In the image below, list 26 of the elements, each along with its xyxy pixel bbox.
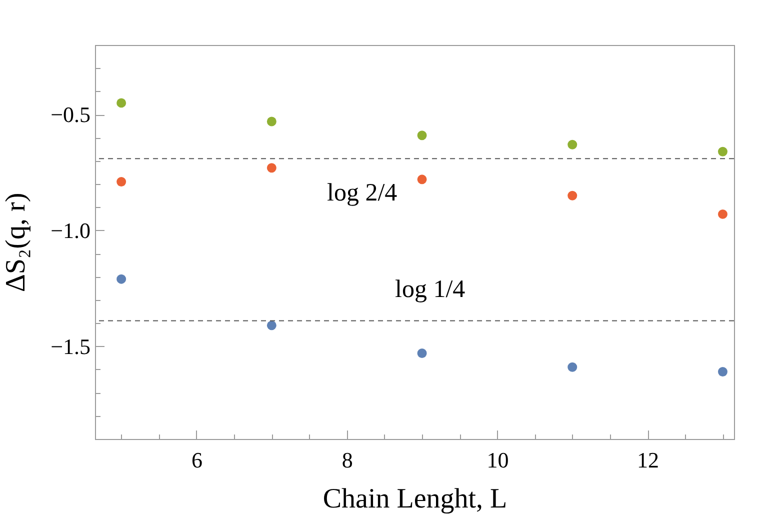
point [568,190,578,200]
point [718,367,728,377]
point [718,146,728,156]
point [116,98,126,108]
point [417,130,427,140]
ref-line-label: log 2/4 [327,180,398,207]
x-axis-title: Chain Lenght, L [322,484,508,514]
point [417,174,427,184]
point [266,163,276,173]
point [116,274,126,284]
x-tick-label: 8 [342,448,353,472]
point [568,140,578,150]
x-tick-label: 12 [637,448,660,472]
point [718,209,728,219]
x-tick-label: 10 [486,448,509,472]
y-tick-label: −1.5 [50,334,90,359]
point [568,362,578,372]
point [266,116,276,126]
ref-line-label: log 1/4 [395,276,466,303]
point [116,177,126,186]
point [417,348,427,358]
x-tick-label: 6 [191,448,202,472]
y-axis-title: ΔS₂(q, r) [0,192,32,292]
point [266,320,276,330]
y-tick-label: −1.0 [50,218,90,243]
y-tick-label: −0.5 [50,102,90,128]
